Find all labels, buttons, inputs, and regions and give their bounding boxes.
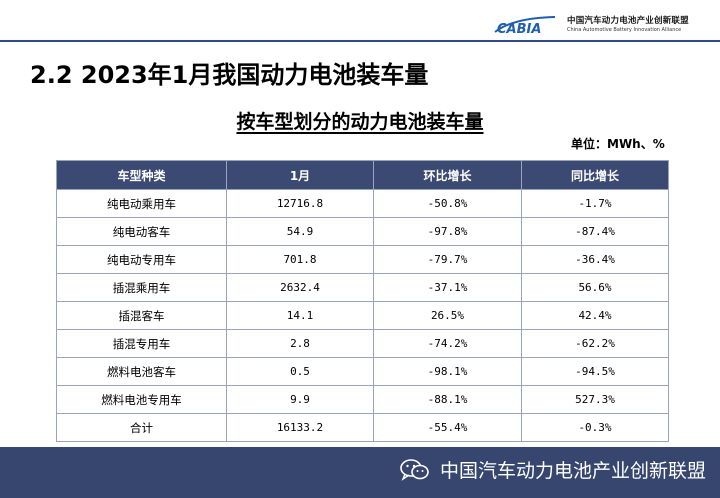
cell-mom-growth: -74.2%: [373, 329, 522, 358]
cell-yoy-growth: -94.5%: [521, 357, 669, 386]
cabia-logo: CABIA 中国汽车动力电池产业创新联盟 China Automotive Ba…: [493, 14, 689, 36]
footer-bar: [0, 447, 720, 498]
table-row: 燃料电池专用车 9.9 -88.1% 527.3%: [56, 385, 669, 414]
cell-yoy-growth: -36.4%: [521, 245, 669, 274]
cell-mom-growth: -98.1%: [373, 357, 522, 386]
battery-volume-table: 车型种类 1月 环比增长 同比增长 纯电动乘用车 12716.8 -50.8% …: [56, 160, 669, 442]
table-row: 插混专用车 2.8 -74.2% -62.2%: [56, 329, 669, 358]
table-row: 纯电动客车 54.9 -97.8% -87.4%: [56, 217, 669, 246]
cell-january: 2.8: [226, 329, 374, 358]
slide-title: 2.2 2023年1月我国动力电池装车量: [30, 61, 429, 89]
cell-mom-growth: -97.8%: [373, 217, 522, 246]
cell-january: 2632.4: [226, 273, 374, 302]
wechat-icon: [400, 458, 430, 482]
cell-mom-growth: 26.5%: [373, 301, 522, 330]
table-row: 燃料电池客车 0.5 -98.1% -94.5%: [56, 357, 669, 386]
cell-yoy-growth: -62.2%: [521, 329, 669, 358]
logo-chinese-name: 中国汽车动力电池产业创新联盟: [567, 16, 689, 27]
cell-vehicle-type: 纯电动专用车: [56, 245, 227, 274]
cell-yoy-growth: 56.6%: [521, 273, 669, 302]
table-row: 纯电动乘用车 12716.8 -50.8% -1.7%: [56, 189, 669, 218]
footer-watermark-text: 中国汽车动力电池产业创新联盟: [440, 460, 707, 482]
cell-vehicle-type: 合计: [56, 413, 227, 442]
cell-january: 16133.2: [226, 413, 374, 442]
cell-january: 0.5: [226, 357, 374, 386]
table-total-row: 合计 16133.2 -55.4% -0.3%: [56, 413, 669, 442]
header-rule: [0, 40, 720, 42]
cell-yoy-growth: -0.3%: [521, 413, 669, 442]
column-header-yoy-growth: 同比增长: [521, 160, 669, 190]
cell-mom-growth: -55.4%: [373, 413, 522, 442]
cell-vehicle-type: 插混专用车: [56, 329, 227, 358]
cell-mom-growth: -37.1%: [373, 273, 522, 302]
cell-vehicle-type: 纯电动客车: [56, 217, 227, 246]
column-header-vehicle-type: 车型种类: [56, 160, 227, 190]
cell-yoy-growth: 42.4%: [521, 301, 669, 330]
cell-january: 12716.8: [226, 189, 374, 218]
cell-january: 9.9: [226, 385, 374, 414]
logo-english-name: China Automotive Battery Innovation Alli…: [567, 26, 682, 33]
column-header-january: 1月: [226, 160, 374, 190]
cell-vehicle-type: 纯电动乘用车: [56, 189, 227, 218]
cell-vehicle-type: 插混客车: [56, 301, 227, 330]
unit-label: 单位：MWh、%: [571, 137, 665, 151]
cell-vehicle-type: 燃料电池专用车: [56, 385, 227, 414]
cell-mom-growth: -50.8%: [373, 189, 522, 218]
cell-january: 701.8: [226, 245, 374, 274]
cell-yoy-growth: -1.7%: [521, 189, 669, 218]
logo-mark-text: CABIA: [497, 22, 541, 36]
table-row: 纯电动专用车 701.8 -79.7% -36.4%: [56, 245, 669, 274]
cell-vehicle-type: 插混乘用车: [56, 273, 227, 302]
cell-january: 14.1: [226, 301, 374, 330]
cell-january: 54.9: [226, 217, 374, 246]
cell-mom-growth: -79.7%: [373, 245, 522, 274]
table-title: 按车型划分的动力电池装车量: [236, 111, 484, 133]
cell-mom-growth: -88.1%: [373, 385, 522, 414]
cell-yoy-growth: -87.4%: [521, 217, 669, 246]
table-header-row: 车型种类 1月 环比增长 同比增长: [56, 160, 669, 190]
cabia-logo-mark: CABIA: [493, 14, 561, 36]
column-header-mom-growth: 环比增长: [373, 160, 522, 190]
footer-watermark: 中国汽车动力电池产业创新联盟: [400, 456, 706, 483]
table-row: 插混乘用车 2632.4 -37.1% 56.6%: [56, 273, 669, 302]
table-row: 插混客车 14.1 26.5% 42.4%: [56, 301, 669, 330]
cell-vehicle-type: 燃料电池客车: [56, 357, 227, 386]
cell-yoy-growth: 527.3%: [521, 385, 669, 414]
